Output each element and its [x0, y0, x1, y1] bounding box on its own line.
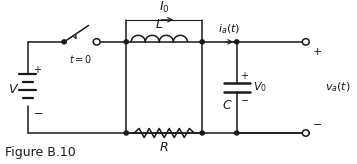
- Circle shape: [200, 40, 204, 44]
- Circle shape: [93, 39, 100, 45]
- Text: $-$: $-$: [240, 94, 249, 104]
- Circle shape: [302, 39, 309, 45]
- Text: $V_0$: $V_0$: [252, 81, 266, 94]
- Circle shape: [62, 40, 66, 44]
- Text: $i_a(t)$: $i_a(t)$: [218, 23, 241, 36]
- Text: $-$: $-$: [312, 118, 322, 128]
- Text: $-$: $-$: [32, 107, 43, 117]
- Circle shape: [235, 40, 239, 44]
- Circle shape: [235, 131, 239, 135]
- Text: $C$: $C$: [222, 99, 233, 112]
- Text: $L$: $L$: [155, 18, 164, 31]
- Text: $v_a(t)$: $v_a(t)$: [326, 81, 351, 94]
- Text: $+$: $+$: [32, 64, 41, 75]
- Circle shape: [124, 131, 129, 135]
- Text: $R$: $R$: [160, 141, 169, 154]
- Circle shape: [302, 130, 309, 136]
- Text: $I_0$: $I_0$: [159, 0, 170, 15]
- Text: Figure B.10: Figure B.10: [5, 145, 76, 159]
- Text: $t=0$: $t=0$: [69, 53, 92, 65]
- Circle shape: [124, 40, 129, 44]
- Circle shape: [200, 131, 204, 135]
- Text: $+$: $+$: [312, 46, 322, 57]
- Text: $+$: $+$: [240, 70, 249, 81]
- Text: $V$: $V$: [8, 83, 19, 96]
